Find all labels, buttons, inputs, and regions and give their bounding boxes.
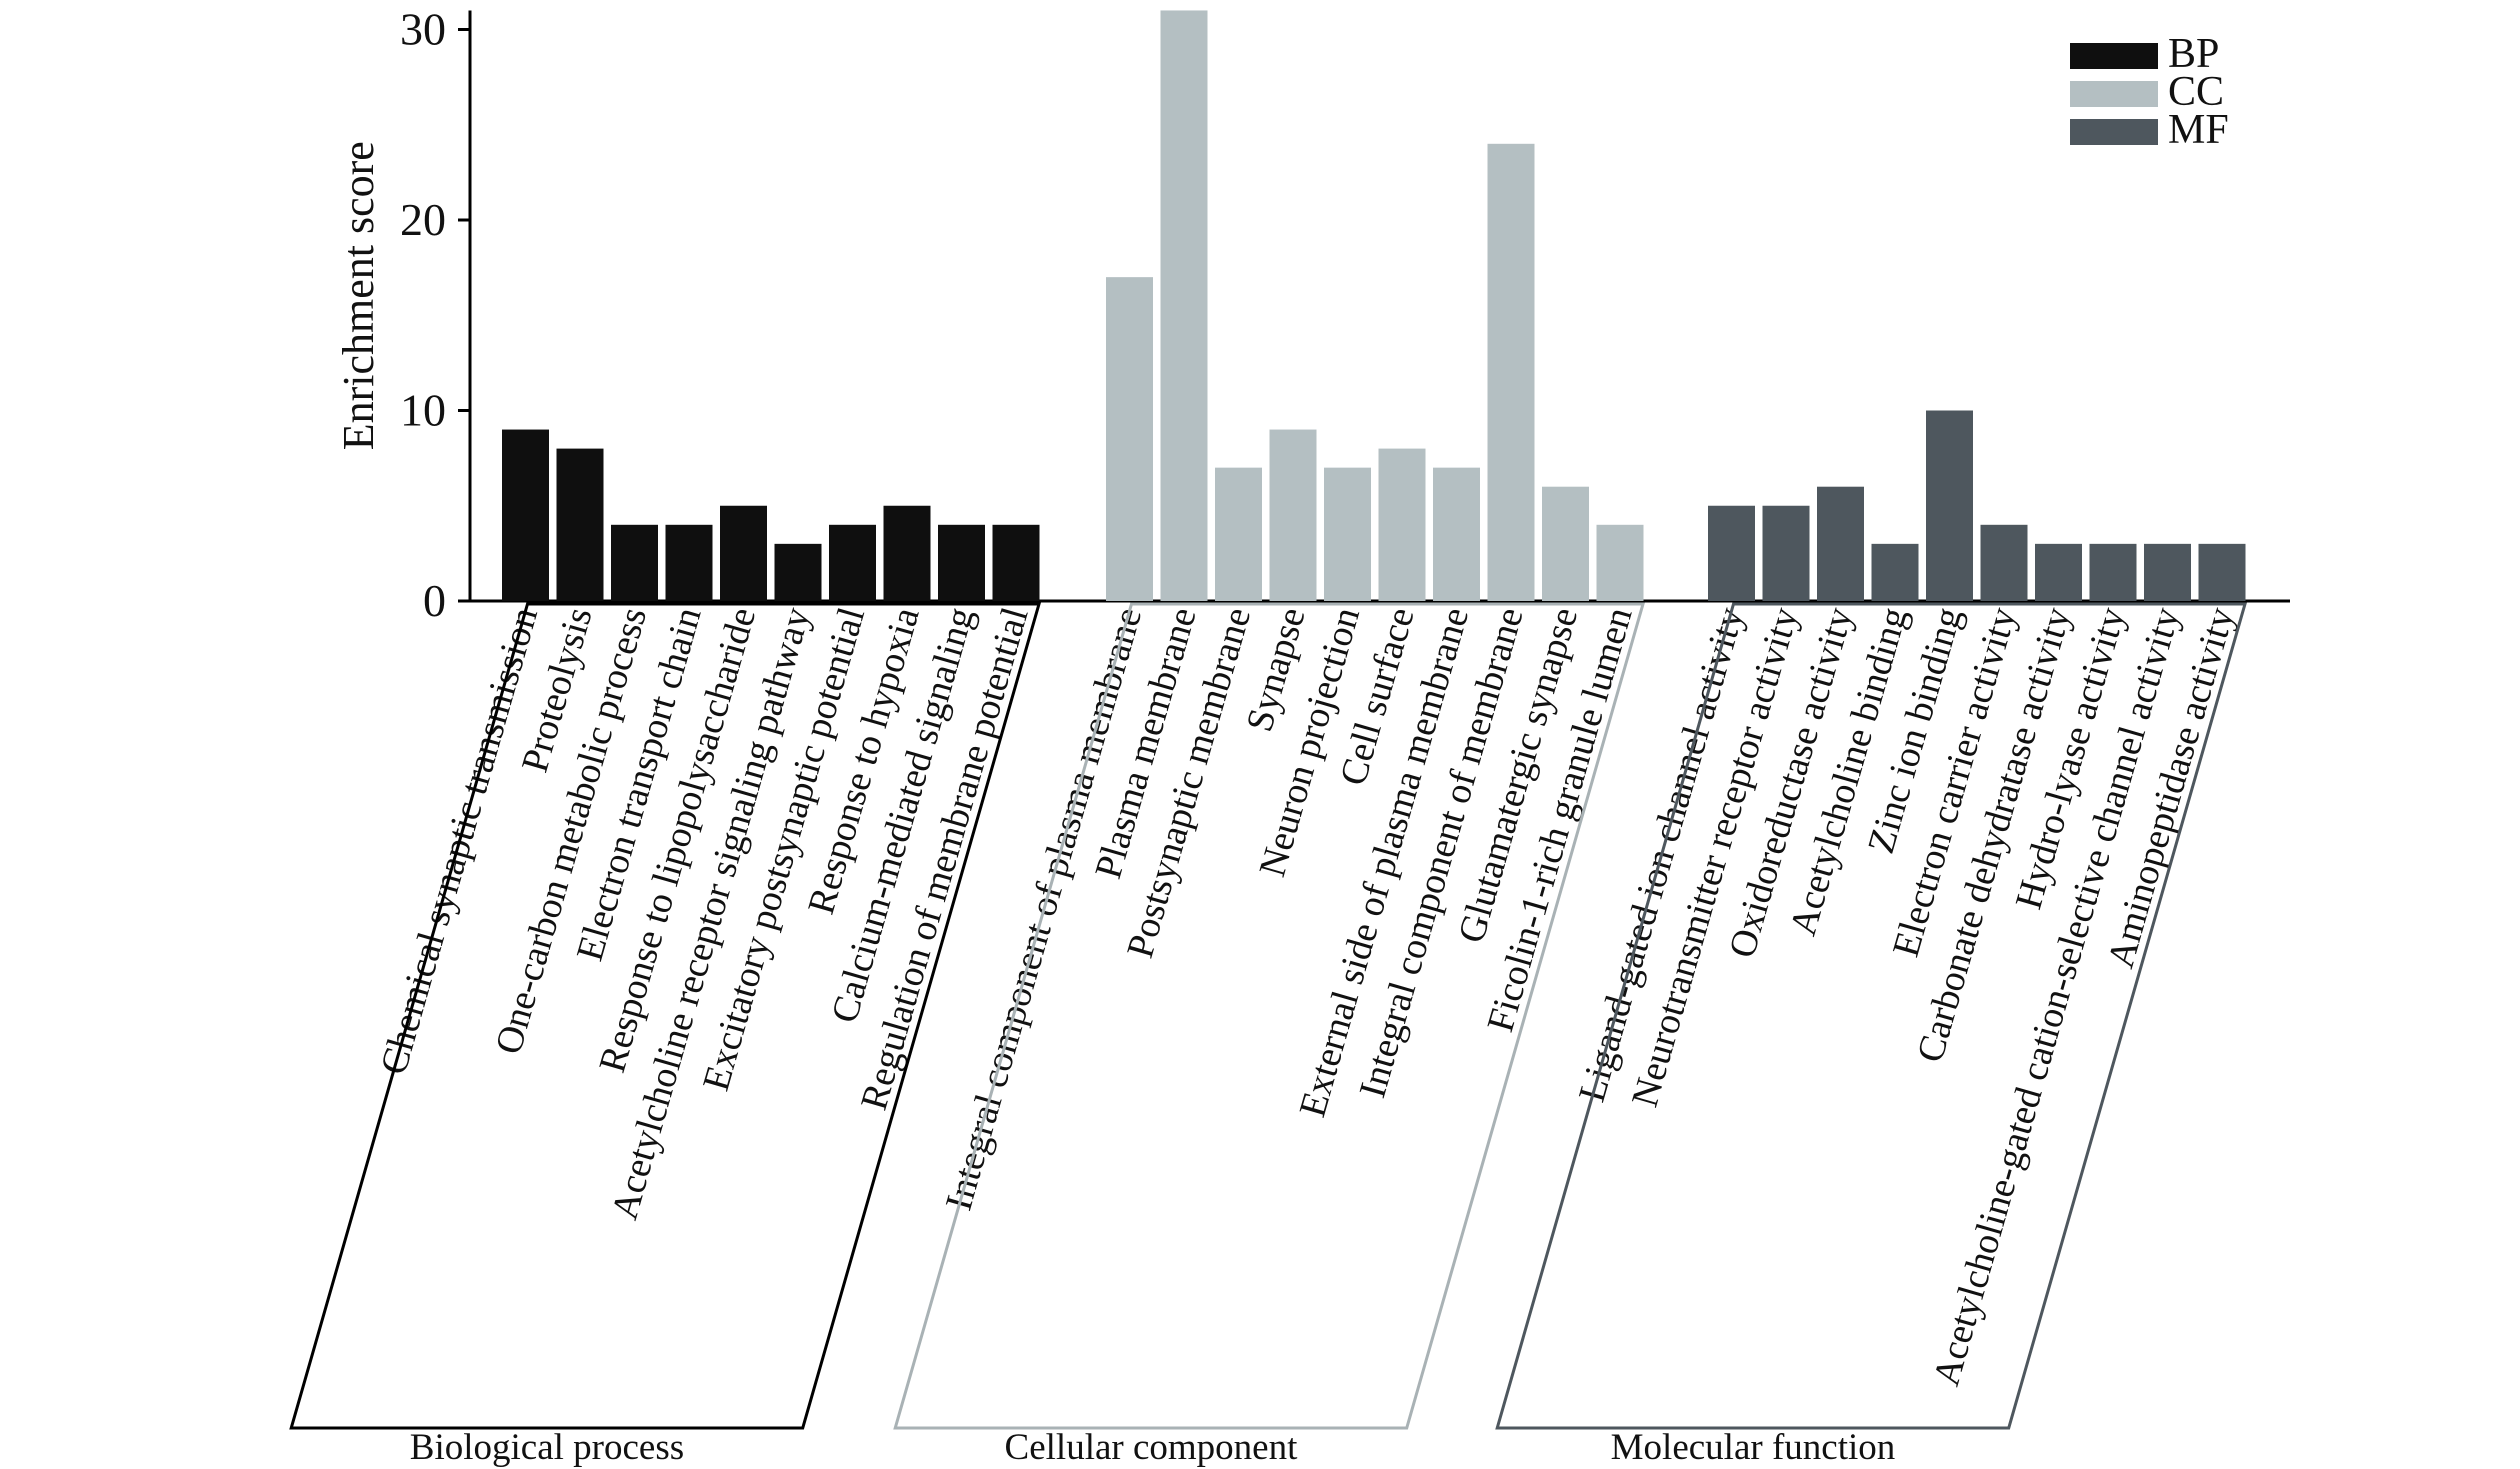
legend-swatch	[2070, 43, 2158, 69]
bar	[774, 543, 822, 601]
group-label: Biological process	[410, 1427, 684, 1468]
group-label: Cellular component	[1005, 1427, 1299, 1468]
bar	[1215, 467, 1262, 601]
bar	[829, 524, 876, 601]
group-frame	[289, 602, 1041, 1430]
bar	[1596, 524, 1644, 601]
bar	[1708, 505, 1755, 601]
bar	[1106, 277, 1153, 601]
bar	[2198, 543, 2246, 601]
bar	[2144, 543, 2191, 601]
bar	[1762, 505, 1810, 601]
bar	[2035, 543, 2082, 601]
bar	[992, 524, 1040, 601]
bar	[938, 524, 985, 601]
bar	[611, 524, 658, 601]
bar	[1926, 410, 1973, 601]
bar	[1871, 543, 1919, 601]
legend-label: BP	[2168, 31, 2219, 77]
legend-swatch	[2070, 119, 2158, 145]
bar	[665, 524, 713, 601]
y-tick-label: 10	[400, 385, 446, 436]
group-frame	[1495, 602, 2247, 1430]
bar	[1980, 524, 2028, 601]
bar	[502, 429, 549, 601]
bar	[2089, 543, 2137, 601]
y-tick-label: 0	[423, 575, 446, 626]
y-axis-title: Enrichment score	[334, 141, 383, 450]
bar	[1817, 486, 1864, 601]
bar	[883, 505, 931, 601]
group-label: Molecular function	[1611, 1427, 1896, 1468]
bar-group-cc: Integral component of plasma membranePla…	[893, 10, 1645, 1468]
y-tick-label: 20	[400, 194, 446, 245]
bar	[1487, 143, 1535, 602]
bar	[720, 505, 767, 601]
bar	[1378, 448, 1426, 601]
bar	[1324, 467, 1371, 601]
bar	[1160, 10, 1208, 601]
bar	[1433, 467, 1480, 601]
group-frame	[893, 602, 1645, 1430]
bar	[556, 448, 604, 601]
y-tick-label: 30	[400, 4, 446, 55]
legend-label: MF	[2168, 107, 2229, 153]
legend-swatch	[2070, 81, 2158, 107]
legend-label: CC	[2168, 69, 2224, 115]
bar	[1542, 486, 1589, 601]
bar	[1269, 429, 1317, 601]
